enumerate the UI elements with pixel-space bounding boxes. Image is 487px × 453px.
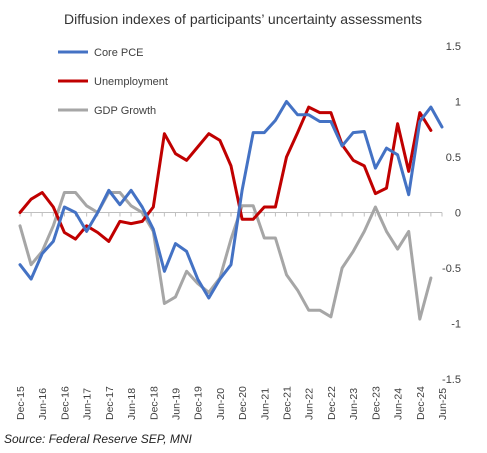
line-chart: Diffusion indexes of participants’ uncer… bbox=[15, 11, 461, 420]
chart-area: Diffusion indexes of participants’ uncer… bbox=[15, 11, 461, 420]
x-tick-label: Jun-25 bbox=[437, 388, 449, 420]
source-note: Source: Federal Reserve SEP, MNI bbox=[4, 432, 192, 446]
y-tick-label: 0 bbox=[455, 208, 461, 220]
y-tick-label: 0.5 bbox=[446, 152, 461, 164]
x-tick-label: Dec-18 bbox=[148, 386, 160, 420]
y-tick-label: -0.5 bbox=[442, 263, 461, 275]
y-tick-label: 1.5 bbox=[446, 41, 461, 53]
chart-title: Diffusion indexes of participants’ uncer… bbox=[64, 11, 422, 27]
x-tick-label: Dec-23 bbox=[370, 386, 382, 420]
x-tick-label: Jun-16 bbox=[37, 388, 49, 420]
x-tick-label: Jun-19 bbox=[170, 388, 182, 420]
y-tick-label: -1.5 bbox=[442, 374, 461, 386]
y-tick-label: 1 bbox=[455, 97, 461, 109]
x-tick-label: Jun-22 bbox=[304, 388, 316, 420]
x-tick-label: Jun-24 bbox=[393, 388, 405, 420]
x-tick-label: Dec-20 bbox=[237, 386, 249, 420]
x-tick-label: Dec-24 bbox=[415, 386, 427, 420]
x-tick-label: Dec-15 bbox=[15, 386, 27, 420]
x-tick-label: Jun-18 bbox=[126, 388, 138, 420]
x-tick-label: Dec-16 bbox=[59, 386, 71, 420]
x-tick-label: Jun-21 bbox=[259, 388, 271, 420]
y-tick-label: -1 bbox=[451, 319, 461, 331]
legend-label: GDP Growth bbox=[94, 105, 156, 117]
series-line-gdp-growth bbox=[18, 191, 433, 321]
legend-label: Unemployment bbox=[94, 76, 168, 88]
x-tick-label: Jun-20 bbox=[215, 388, 227, 420]
x-tick-label: Jun-23 bbox=[348, 388, 360, 420]
x-tick-label: Dec-21 bbox=[282, 386, 294, 420]
series-line-core-pce bbox=[18, 100, 444, 300]
x-tick-label: Dec-17 bbox=[104, 386, 116, 420]
x-tick-label: Dec-22 bbox=[326, 386, 338, 420]
x-tick-label: Dec-19 bbox=[193, 386, 205, 420]
legend-label: Core PCE bbox=[94, 47, 144, 59]
x-tick-label: Jun-17 bbox=[82, 388, 94, 420]
